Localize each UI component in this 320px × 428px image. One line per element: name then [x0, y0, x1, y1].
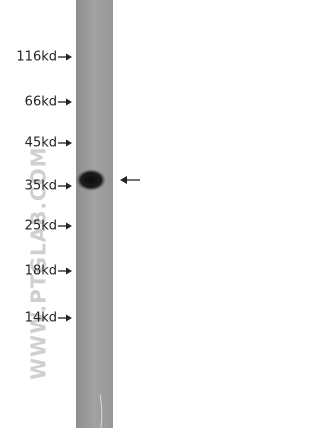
marker-label: 25kd — [25, 219, 57, 234]
marker-label: 66kd — [25, 95, 57, 110]
marker-arrowhead — [66, 222, 72, 230]
band-arrow — [120, 176, 140, 184]
marker-arrowhead — [66, 98, 72, 106]
marker-label: 116kd — [16, 50, 57, 65]
marker-arrowhead — [66, 53, 72, 61]
marker-arrowhead — [66, 139, 72, 147]
marker-arrowhead — [66, 267, 72, 275]
marker-label: 45kd — [25, 136, 57, 151]
lane — [76, 0, 113, 428]
marker-arrowhead — [66, 314, 72, 322]
lane-artifact — [99, 394, 103, 428]
marker-arrowhead — [66, 182, 72, 190]
band — [76, 169, 106, 191]
marker-label: 14kd — [25, 311, 57, 326]
marker-label: 35kd — [25, 179, 57, 194]
blot-figure: WWW.PTGLAB.COM 116kd 66kd 45kd 35kd 25kd 18kd… — [16, 0, 140, 428]
marker-group: 116kd 66kd 45kd 35kd 25kd 18kd 14kd — [16, 50, 72, 326]
marker-label: 18kd — [25, 264, 57, 279]
watermark: WWW.PTGLAB.COM — [27, 146, 51, 380]
